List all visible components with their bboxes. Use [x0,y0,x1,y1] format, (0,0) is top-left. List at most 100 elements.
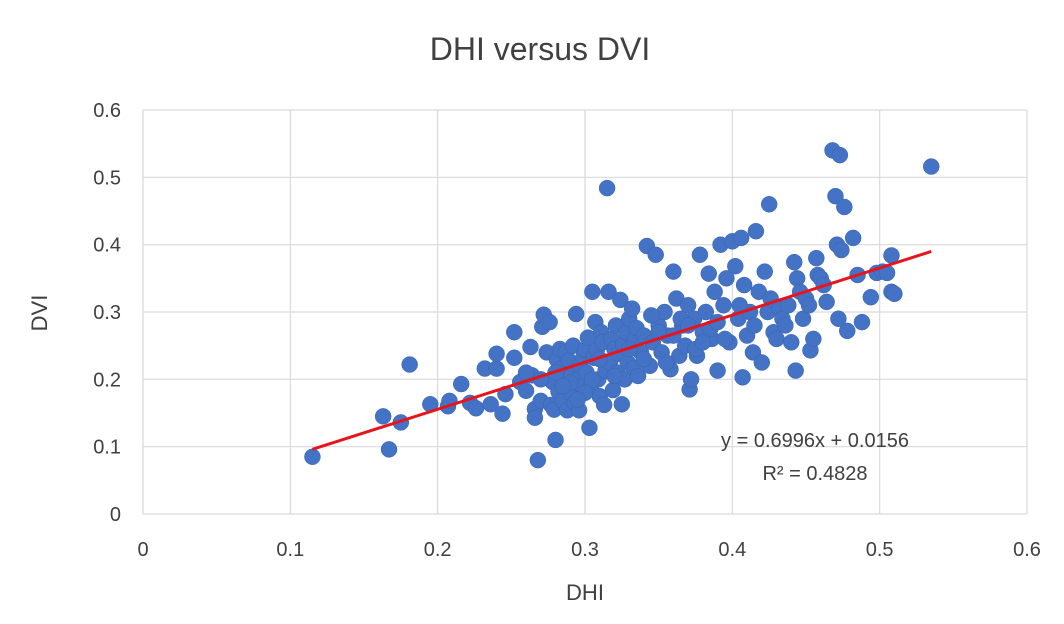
data-point [506,349,523,367]
data-point [886,285,903,303]
data-point [777,317,794,334]
data-point [304,448,321,466]
data-point [709,362,726,379]
y-tick-label: 0.1 [93,437,121,459]
data-point [827,187,844,205]
data-point [629,367,647,385]
data-point [467,400,485,417]
data-point [727,257,744,275]
data-point [716,330,734,348]
data-point [595,396,613,414]
data-point [488,345,505,362]
data-point [541,313,558,331]
x-tick-label: 0.6 [1013,539,1041,561]
data-point [922,158,940,175]
data-point [691,246,709,264]
data-point [643,307,660,324]
x-tick-label: 0.5 [866,539,894,561]
y-tick-label: 0.6 [93,100,121,122]
data-point [657,354,675,371]
data-point [830,310,847,327]
x-tick-label: 0.1 [276,539,304,561]
data-point [529,451,547,469]
data-point [788,270,806,287]
data-point [746,317,763,334]
data-point [818,293,835,311]
data-point [581,419,598,437]
data-point [831,146,849,164]
x-tick-label: 0.2 [424,539,452,561]
data-point [787,362,804,379]
data-point [647,246,664,264]
data-point [853,313,871,331]
data-point [756,263,773,280]
data-point [735,276,753,294]
y-tick-label: 0 [110,504,121,526]
data-point [452,375,470,393]
data-point [665,263,682,280]
data-point [760,196,778,213]
data-point [506,323,523,341]
data-point [783,334,800,351]
data-point [567,305,585,323]
data-point [833,241,850,259]
x-tick-label: 0.3 [571,539,599,561]
trendline-r-squared: R² = 0.4828 [762,463,867,485]
data-point [488,360,505,377]
data-point [785,253,803,271]
data-point [374,408,392,425]
data-point [635,350,653,368]
data-point [768,330,785,348]
data-point [482,395,499,413]
data-point [612,291,629,309]
trendline [311,250,932,451]
data-point [706,283,723,301]
x-tick-label: 0 [137,539,148,561]
data-point [584,371,601,388]
data-point [401,356,418,373]
y-tick-label: 0.2 [93,369,121,391]
data-point [718,270,735,287]
y-tick-label: 0.4 [93,235,121,257]
data-point [494,405,511,422]
data-point [753,354,771,371]
y-tick-label: 0.3 [93,302,121,324]
data-point [694,334,712,351]
data-point [600,283,617,301]
data-point [808,249,825,267]
y-axis-title: DVI [27,295,52,332]
data-point [839,322,856,340]
x-axis-title: DHI [566,580,604,605]
data-point [380,441,398,458]
data-point [569,391,586,408]
data-point [747,222,765,240]
data-point [734,369,751,386]
data-point [844,229,862,247]
y-tick-label: 0.5 [93,167,121,189]
data-point [805,330,822,348]
data-point [700,265,718,282]
data-point [623,300,641,317]
data-point [598,179,616,197]
data-point [732,229,750,247]
data-point [613,395,631,413]
data-point [554,377,572,395]
data-point [862,288,880,306]
data-point [697,303,715,321]
trendline-group [311,250,932,451]
data-point [682,371,700,388]
data-point [584,283,601,301]
tick-labels: 0 0.1 0.2 0.3 0.4 0.5 0.6 0 0.1 0.2 0.3 0.4 0.5 0.6 [93,100,1041,561]
data-point [517,382,535,400]
data-point [606,367,623,385]
data-point [547,431,564,449]
chart-title: DHI versus DVI [430,31,650,67]
data-point [836,198,853,216]
trendline-equation: y = 0.6996x + 0.0156 [721,430,909,452]
data-point [715,297,732,314]
data-point [522,338,539,356]
data-point [526,409,544,426]
x-tick-label: 0.4 [718,539,746,561]
